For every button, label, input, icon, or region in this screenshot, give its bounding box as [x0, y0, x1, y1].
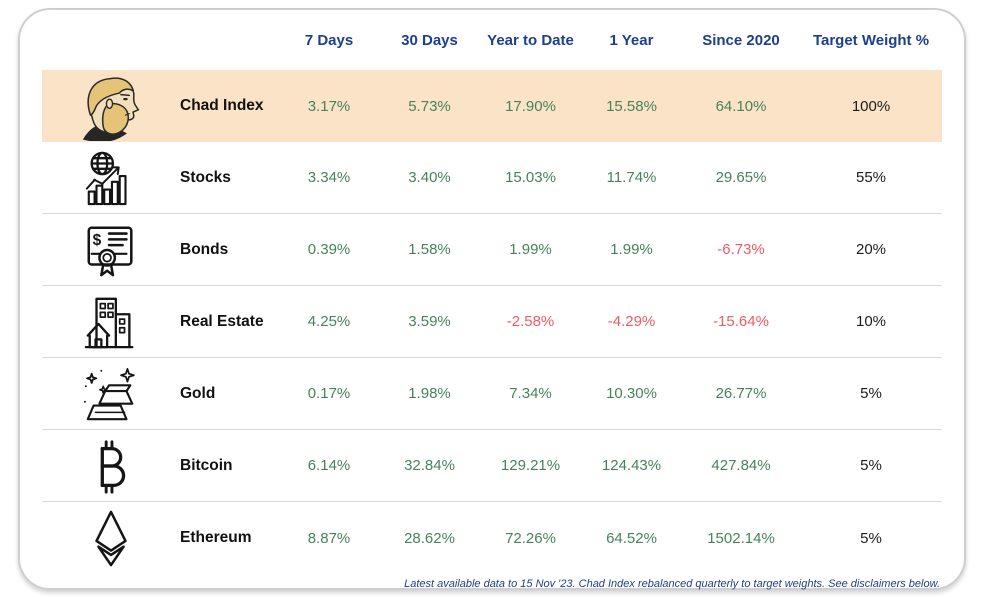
- table-row-chad-index: Chad Index 3.17% 5.73% 17.90% 15.58% 64.…: [42, 70, 942, 142]
- real-estate-ytd: -2.58%: [506, 313, 555, 330]
- performance-table: 7 Days 30 Days Year to Date 1 Year Since…: [42, 10, 942, 590]
- row-label: Bonds: [180, 240, 229, 258]
- stocks-icon: [42, 149, 180, 207]
- svg-text:$: $: [93, 232, 102, 249]
- ethereum-7d: 8.87%: [307, 529, 351, 547]
- stocks-ytd: 15.03%: [505, 169, 556, 186]
- ethereum-1y: 64.52%: [606, 529, 657, 547]
- chad-face-icon: [42, 71, 180, 141]
- bitcoin-ytd: 129.21%: [500, 457, 561, 474]
- chad-index-ytd: 17.90%: [505, 97, 556, 115]
- bonds-30d: 1.58%: [408, 241, 451, 258]
- chad-index-30d: 5.73%: [408, 97, 451, 115]
- stocks-weight: 55%: [855, 169, 887, 186]
- bonds-since: -6.73%: [717, 241, 765, 258]
- table-row-ethereum: Ethereum 8.87% 28.62% 72.26% 64.52% 1502…: [42, 502, 942, 574]
- column-header-year-to-date: Year to Date: [487, 31, 574, 49]
- ethereum-30d: 28.62%: [404, 529, 455, 547]
- table-row-bitcoin: Bitcoin 6.14% 32.84% 129.21% 124.43% 427…: [42, 430, 942, 502]
- bonds-ytd: 1.99%: [509, 241, 552, 258]
- column-header-7-days: 7 Days: [304, 31, 354, 49]
- row-label: Stocks: [180, 168, 231, 186]
- bonds-7d: 0.39%: [307, 241, 351, 258]
- column-header-1-year: 1 Year: [609, 31, 654, 49]
- table-row-gold: Gold 0.17% 1.98% 7.34% 10.30% 26.77% 5%: [42, 358, 942, 430]
- table-row-real-estate: Real Estate 4.25% 3.59% -2.58% -4.29% -1…: [42, 286, 942, 358]
- gold-since: 26.77%: [715, 385, 767, 402]
- real-estate-1y: -4.29%: [607, 313, 656, 330]
- ethereum-since: 1502.14%: [707, 529, 775, 547]
- gold-1y: 10.30%: [606, 385, 657, 402]
- column-header-since-2020: Since 2020: [702, 31, 780, 49]
- table-row-bonds: $ Bonds 0.39% 1.58% 1.99% 1.99% -6.73% 2…: [42, 214, 942, 286]
- bitcoin-30d: 32.84%: [404, 457, 455, 474]
- stocks-since: 29.65%: [715, 169, 767, 186]
- real-estate-since: -15.64%: [713, 313, 769, 330]
- chad-index-since: 64.10%: [715, 97, 767, 115]
- real-estate-30d: 3.59%: [408, 313, 451, 330]
- real-estate-7d: 4.25%: [307, 313, 351, 330]
- real-estate-icon: [42, 293, 180, 351]
- bitcoin-icon: [42, 437, 180, 495]
- gold-icon: [42, 365, 180, 423]
- ethereum-ytd: 72.26%: [505, 529, 556, 547]
- bitcoin-since: 427.84%: [711, 457, 771, 474]
- data-disclaimer-note: Latest available data to 15 Nov '23. Cha…: [404, 578, 940, 590]
- bonds-1y: 1.99%: [610, 241, 653, 258]
- gold-weight: 5%: [860, 385, 882, 402]
- gold-ytd: 7.34%: [509, 385, 552, 402]
- chad-index-7d: 3.17%: [307, 97, 351, 115]
- row-label: Gold: [180, 384, 216, 402]
- stocks-7d: 3.34%: [307, 169, 351, 186]
- table-row-stocks: Stocks 3.34% 3.40% 15.03% 11.74% 29.65% …: [42, 142, 942, 214]
- performance-card: 7 Days 30 Days Year to Date 1 Year Since…: [18, 8, 966, 590]
- chad-index-weight: 100%: [851, 97, 891, 115]
- ethereum-icon: [42, 509, 180, 567]
- bonds-icon: $: [42, 221, 180, 279]
- row-label: Chad Index: [180, 97, 264, 114]
- row-label: Real Estate: [180, 312, 264, 330]
- bitcoin-1y: 124.43%: [601, 457, 662, 474]
- row-label: Bitcoin: [180, 456, 233, 474]
- bitcoin-weight: 5%: [860, 457, 882, 474]
- stocks-1y: 11.74%: [606, 169, 657, 186]
- column-header-target-weight: Target Weight %: [812, 31, 930, 49]
- stocks-30d: 3.40%: [408, 169, 451, 186]
- row-label: Ethereum: [180, 529, 252, 546]
- ethereum-weight: 5%: [860, 529, 882, 547]
- chad-index-1y: 15.58%: [606, 97, 657, 115]
- real-estate-weight: 10%: [855, 313, 887, 330]
- table-header-row: 7 Days 30 Days Year to Date 1 Year Since…: [42, 10, 942, 70]
- bitcoin-7d: 6.14%: [307, 457, 351, 474]
- gold-7d: 0.17%: [307, 385, 351, 402]
- bonds-weight: 20%: [855, 241, 887, 258]
- gold-30d: 1.98%: [408, 385, 451, 402]
- column-header-30-days: 30 Days: [401, 31, 458, 49]
